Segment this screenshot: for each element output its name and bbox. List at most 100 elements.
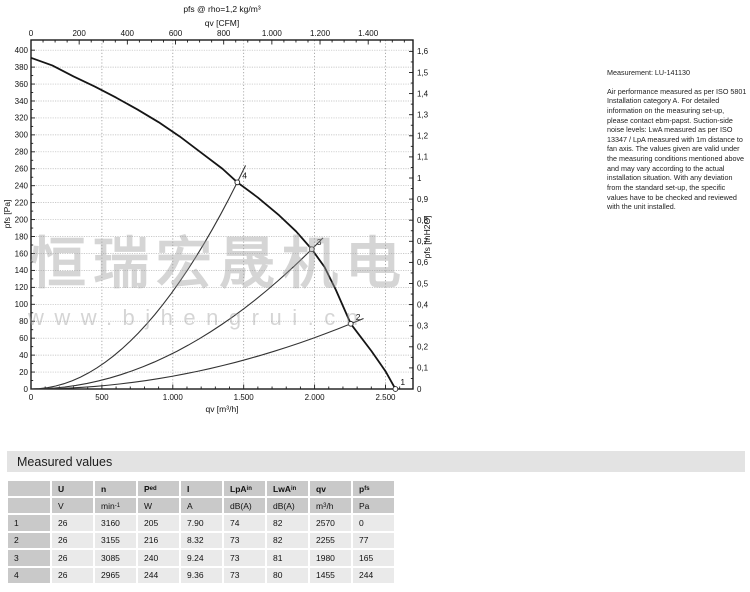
operating-point-label: 2: [356, 312, 361, 322]
column-unit: W: [138, 498, 179, 513]
x-top-tick-label: 0: [29, 29, 34, 38]
table-cell: 8.32: [181, 532, 222, 548]
column-unit: Pa: [353, 498, 394, 513]
table-cell: 240: [138, 550, 179, 566]
measured-values-title: Measured values: [17, 454, 113, 469]
table-cell: 3085: [95, 550, 136, 566]
y-tick-label: 180: [15, 232, 29, 241]
row-label: 4: [8, 567, 50, 583]
measurement-note-title: Measurement: LU-141130: [607, 68, 690, 77]
operating-point-4: [234, 179, 241, 186]
system-curve-4: [30, 165, 247, 390]
table-cell: 3155: [95, 532, 136, 548]
x-top-axis-label: qv [CFM]: [205, 18, 239, 28]
y-right-tick-label: 1,2: [417, 132, 429, 141]
table-cell: 26: [52, 550, 93, 566]
row-label: 2: [8, 532, 50, 548]
table-cell: 80: [267, 567, 308, 583]
table-cell: 82: [267, 515, 308, 531]
column-unit: A: [181, 498, 222, 513]
chart-title: pfs @ rho=1,2 kg/m³: [183, 4, 261, 14]
table-cell: 244: [138, 567, 179, 583]
table-cell: 82: [267, 532, 308, 548]
table-cell: 205: [138, 515, 179, 531]
table-cell: 2965: [95, 567, 136, 583]
table-cell: 81: [267, 550, 308, 566]
x-top-tick-label: 400: [121, 29, 135, 38]
system-curve-3: [30, 237, 324, 390]
y-right-tick-label: 0,3: [417, 322, 429, 331]
y-right-tick-label: 0: [417, 385, 422, 394]
x-tick-label: 1.000: [163, 393, 184, 402]
column-unit: dB(A): [267, 498, 308, 513]
y-tick-label: 360: [15, 80, 29, 89]
y-tick-label: 120: [15, 283, 29, 292]
y-right-tick-label: 1,6: [417, 47, 429, 56]
operating-point-label: 1: [400, 377, 405, 387]
y-right-tick-label: 0,5: [417, 279, 429, 288]
table-cell: 244: [353, 567, 394, 583]
x-tick-label: 2.500: [375, 393, 396, 402]
operating-point-1: [392, 386, 399, 392]
x-tick-label: 0: [29, 393, 34, 402]
column-header: qv: [310, 481, 351, 496]
corner-cell: [8, 498, 50, 513]
y-right-tick-label: 1,1: [417, 153, 429, 162]
y-right-tick-label: 0,1: [417, 364, 429, 373]
y-tick-label: 40: [19, 351, 28, 360]
y-tick-label: 400: [15, 46, 29, 55]
table-cell: 165: [353, 550, 394, 566]
column-unit: min -1: [95, 498, 136, 513]
x-top-tick-label: 800: [217, 29, 231, 38]
y-right-tick-label: 0,7: [417, 237, 429, 246]
operating-point-label: 4: [242, 170, 247, 180]
y-right-tick-label: 0,4: [417, 300, 429, 309]
measured-values-header: Measured values: [7, 451, 745, 472]
watermark-text: 恒瑞宏晟机电: [30, 232, 408, 295]
operating-point-2: [347, 320, 354, 327]
table-cell: 2255: [310, 532, 351, 548]
column-unit: m 3/h: [310, 498, 351, 513]
y-right-tick-label: 1,3: [417, 111, 429, 120]
row-label: 3: [8, 550, 50, 566]
y-tick-label: 160: [15, 249, 29, 258]
table-cell: 77: [353, 532, 394, 548]
x-axis-label: qv [m³/h]: [205, 404, 238, 414]
y-right-tick-label: 0,6: [417, 258, 429, 267]
watermark: 恒瑞宏晟机电 www.bjhengrui.cn: [27, 232, 408, 330]
y-tick-label: 240: [15, 182, 29, 191]
y-tick-label: 320: [15, 114, 29, 123]
table-cell: 26: [52, 567, 93, 583]
y-tick-label: 0: [24, 385, 29, 394]
table-cell: 2570: [310, 515, 351, 531]
table-cell: 26: [52, 532, 93, 548]
y-tick-label: 80: [19, 317, 28, 326]
y-right-tick-label: 1: [417, 174, 422, 183]
y-tick-label: 340: [15, 97, 29, 106]
column-header: p fs: [353, 481, 394, 496]
table-cell: 73: [224, 567, 265, 583]
row-label: 1: [8, 515, 50, 531]
table-cell: 1980: [310, 550, 351, 566]
table-cell: 73: [224, 550, 265, 566]
system-curve-2: [30, 317, 364, 390]
table-cell: 1455: [310, 567, 351, 583]
column-header: LwA in: [267, 481, 308, 496]
table-cell: 3160: [95, 515, 136, 531]
watermark-url: www.bjhengrui.cn: [27, 305, 368, 330]
table-cell: 216: [138, 532, 179, 548]
y-tick-label: 260: [15, 165, 29, 174]
y-tick-label: 20: [19, 368, 28, 377]
table-cell: 9.36: [181, 567, 222, 583]
y-right-tick-label: 0,8: [417, 216, 429, 225]
x-top-tick-label: 1.400: [358, 29, 379, 38]
table-cell: 0: [353, 515, 394, 531]
y-axis-label: pfs [Pa]: [2, 200, 12, 229]
corner-cell: [8, 481, 50, 496]
y-tick-label: 200: [15, 215, 29, 224]
x-tick-label: 500: [95, 393, 109, 402]
